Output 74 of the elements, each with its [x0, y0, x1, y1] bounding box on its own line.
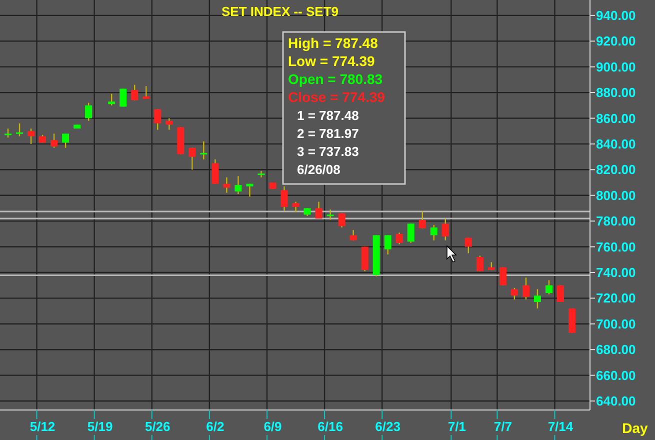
- candlestick: [522, 277, 530, 300]
- x-tick-label: 6/2: [206, 419, 224, 434]
- y-tick-label: 660.00: [596, 368, 636, 383]
- candlestick: [188, 147, 196, 170]
- annotation: Close = 774.39: [288, 89, 386, 105]
- annotation: 1 = 787.48: [297, 108, 359, 123]
- candlestick: [154, 108, 162, 130]
- candlestick: [326, 208, 334, 220]
- y-tick-label: 840.00: [596, 136, 636, 152]
- candlestick: [223, 176, 230, 194]
- candlestick: [258, 170, 265, 178]
- x-tick-label: 7/7: [494, 419, 512, 434]
- candlestick: [545, 280, 552, 295]
- y-tick-label: 780.00: [596, 214, 636, 229]
- candlestick: [384, 234, 392, 256]
- candlestick: [442, 218, 449, 241]
- annotation: 6/26/08: [297, 162, 340, 177]
- x-tick-label: 7/1: [448, 419, 466, 434]
- candlestick: [510, 287, 518, 300]
- candlestick: [62, 133, 70, 148]
- candlestick: [430, 224, 438, 241]
- x-tick-label: 5/12: [30, 419, 56, 434]
- candlestick: [246, 183, 254, 198]
- y-tick-label: 820.00: [596, 162, 636, 178]
- y-tick-label: 920.00: [596, 34, 636, 49]
- candlestick: [396, 232, 403, 245]
- candlestick: [361, 246, 368, 272]
- chart-title: SET INDEX -- SET9: [221, 4, 339, 19]
- y-tick-label: 700.00: [596, 316, 636, 332]
- candlestick: [212, 158, 219, 184]
- candlestick: [16, 122, 24, 137]
- candlestick: [131, 84, 138, 101]
- x-tick-label: 7/14: [548, 419, 574, 434]
- y-tick-label: 800.00: [596, 188, 636, 203]
- candlestick: [350, 229, 357, 241]
- y-tick-label: 880.00: [596, 85, 636, 100]
- candlestick: [407, 223, 414, 244]
- y-tick-label: 940.00: [596, 8, 636, 23]
- x-tick-label: 6/23: [375, 419, 400, 434]
- x-tick-label: 6/16: [318, 419, 343, 434]
- candlestick: [142, 86, 150, 100]
- x-tick-label: 5/19: [87, 419, 113, 434]
- candlestick: [28, 128, 35, 145]
- annotation: Open = 780.83: [288, 71, 383, 87]
- candlestick: [499, 266, 506, 286]
- candlestick: [166, 118, 173, 130]
- y-tick-label: 640.00: [596, 394, 636, 409]
- candlestick: [464, 237, 472, 254]
- annotation: High = 787.48: [288, 35, 378, 51]
- candlestick: [534, 288, 541, 310]
- candlestick: [280, 186, 288, 212]
- annotation: 3 = 737.83: [297, 144, 359, 159]
- y-tick-label: 720.00: [596, 290, 636, 306]
- candlestick: [85, 102, 92, 122]
- y-tick-label: 740.00: [596, 265, 636, 280]
- x-axis-title: Day: [622, 420, 648, 436]
- candlestick: [120, 88, 127, 108]
- annotation: Low = 774.39: [288, 53, 375, 69]
- x-tick-label: 5/26: [144, 419, 170, 434]
- annotation: 2 = 781.97: [297, 126, 359, 141]
- candlestick: [200, 140, 208, 160]
- candlestick: [234, 175, 242, 195]
- y-tick-label: 760.00: [596, 239, 636, 254]
- y-tick-label: 900.00: [596, 59, 636, 74]
- x-tick-label: 6/9: [264, 419, 282, 434]
- candlestick: [315, 201, 322, 220]
- candlestick: [476, 255, 484, 272]
- candlestick: [50, 133, 58, 148]
- candlestick: [108, 93, 116, 106]
- candlestick: [338, 212, 346, 228]
- y-tick-label: 680.00: [596, 342, 636, 358]
- y-tick-label: 860.00: [596, 110, 636, 126]
- candlestick: [418, 210, 426, 229]
- candlestick: [292, 201, 300, 213]
